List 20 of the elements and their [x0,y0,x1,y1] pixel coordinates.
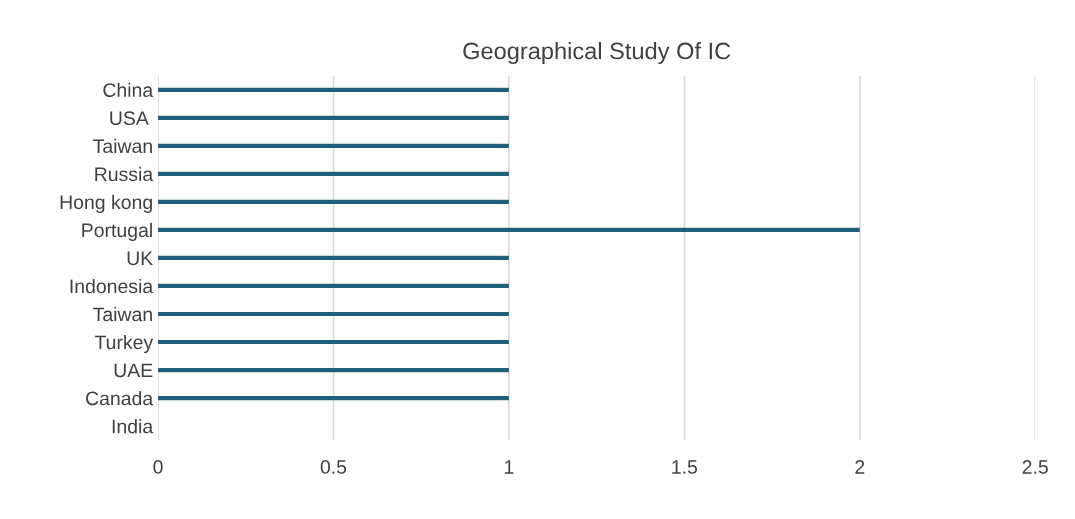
y-tick-label: Hong kong [60,194,152,213]
x-tick-label: 2.5 [1022,460,1048,474]
y-tick-label: Russia [95,166,154,182]
y-tick-label: UAE [114,363,153,378]
y-tick-label: Taiwan [93,138,152,154]
y-tick-label: India [112,419,154,434]
x-tick-label: 1.5 [672,460,698,474]
y-tick-label: Taiwan [93,306,152,322]
y-tick-label: China [103,82,154,98]
y-tick-label: USA [110,111,149,126]
y-tick-label: Turkey [94,334,154,354]
x-tick-label: 2 [855,460,865,474]
chart-title: Geographical Study Of IC [463,42,731,65]
y-tick-label: Indonesia [70,278,154,294]
x-tick-label: 0 [153,460,163,474]
y-tick-label: Portugal [82,222,152,241]
y-tick-label: UK [127,251,153,266]
x-tick-label: 0.5 [320,460,347,474]
x-tick-label: 1 [504,460,514,474]
y-tick-label: Canada [86,391,154,406]
